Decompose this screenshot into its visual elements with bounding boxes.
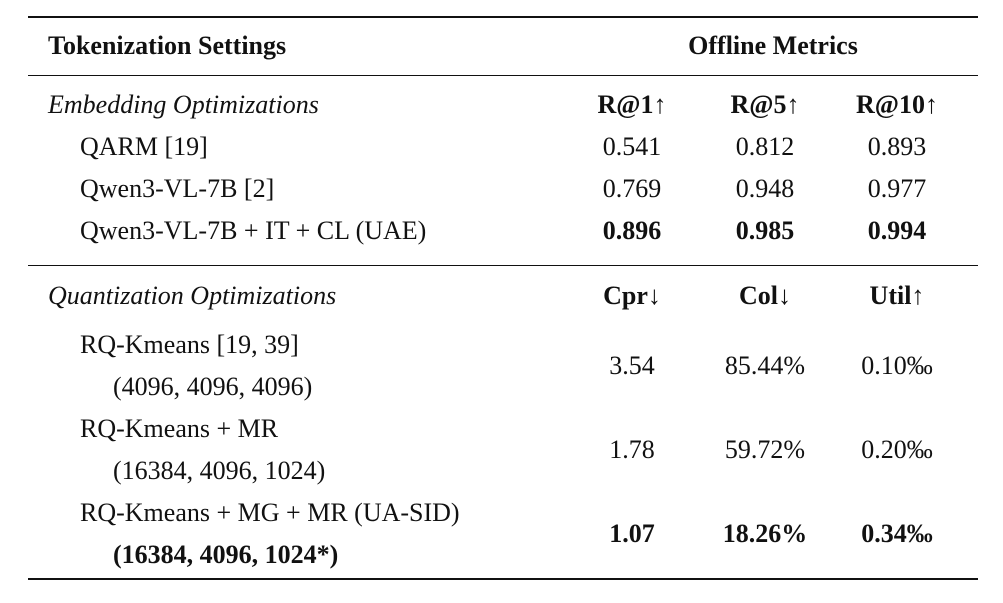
cell-value: 0.541 xyxy=(602,132,662,161)
cell-value: 1.07 xyxy=(609,519,655,548)
column-header: R@5↑ xyxy=(730,90,800,119)
cell-value: 1.78 xyxy=(609,435,655,464)
column-header: Util↑ xyxy=(869,281,925,310)
cell-value: 0.812 xyxy=(735,132,795,161)
column-header: Col↓ xyxy=(739,281,791,310)
cell-value: 0.20‰ xyxy=(861,435,933,464)
row-label: Qwen3-VL-7B [2] xyxy=(80,174,275,203)
cell-value: 85.44% xyxy=(724,351,806,380)
cell-value: 3.54 xyxy=(609,351,655,380)
row-label: QARM [19] xyxy=(80,132,208,161)
cell-value: 0.994 xyxy=(867,216,927,245)
bottom-rule xyxy=(28,578,978,580)
cell-value: 0.985 xyxy=(735,216,795,245)
header-settings: Tokenization Settings xyxy=(48,31,287,60)
cell-value: 0.893 xyxy=(867,132,927,161)
cell-value: 0.896 xyxy=(602,216,662,245)
cell-value: 0.34‰ xyxy=(861,519,933,548)
row-sublabel: (4096, 4096, 4096) xyxy=(113,372,313,401)
cell-value: 0.977 xyxy=(867,174,927,203)
row-label: RQ-Kmeans + MR xyxy=(80,414,279,443)
cell-value: 0.948 xyxy=(735,174,795,203)
row-sublabel: (16384, 4096, 1024) xyxy=(113,456,326,485)
column-header: Cpr↓ xyxy=(603,281,661,310)
cell-value: 59.72% xyxy=(724,435,806,464)
cell-value: 0.769 xyxy=(602,174,662,203)
row-sublabel: (16384, 4096, 1024*) xyxy=(113,540,339,569)
cell-value: 18.26% xyxy=(722,519,808,548)
column-header: R@10↑ xyxy=(856,90,938,119)
section-title: Embedding Optimizations xyxy=(48,90,319,119)
header-rule xyxy=(28,75,978,76)
section-rule xyxy=(28,265,978,266)
cell-value: 0.10‰ xyxy=(861,351,933,380)
section-title: Quantization Optimizations xyxy=(48,281,337,310)
top-rule xyxy=(28,16,978,18)
column-header: R@1↑ xyxy=(597,90,667,119)
header-metrics: Offline Metrics xyxy=(688,31,858,60)
row-label: Qwen3-VL-7B + IT + CL (UAE) xyxy=(80,216,427,245)
row-label: RQ-Kmeans [19, 39] xyxy=(80,330,299,359)
row-label: RQ-Kmeans + MG + MR (UA-SID) xyxy=(80,498,460,527)
